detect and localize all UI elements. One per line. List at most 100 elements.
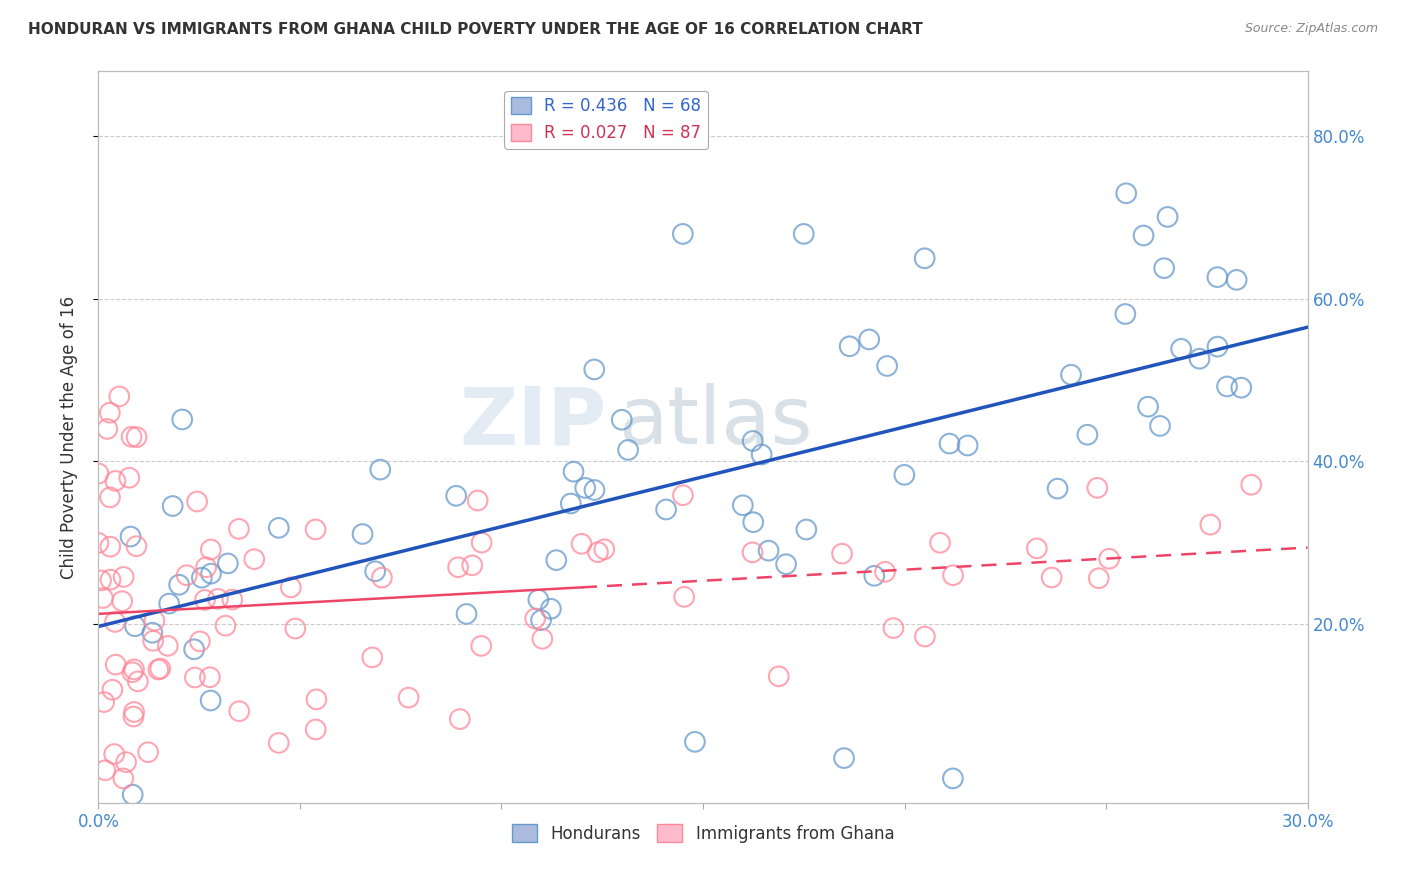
Point (768, 669, 790, 683)
Point (471, 535, 494, 549)
Point (87, 467, 110, 481)
Point (683, 735, 706, 749)
Point (571, 537, 593, 551)
Point (942, 568, 965, 582)
Point (124, 619, 146, 633)
Point (1114, 307, 1136, 321)
Point (115, 755, 138, 769)
Point (228, 522, 250, 536)
Point (217, 557, 239, 571)
Point (586, 545, 609, 559)
Point (741, 545, 763, 559)
Point (531, 632, 554, 646)
Point (361, 650, 384, 665)
Point (929, 535, 952, 549)
Point (447, 560, 470, 574)
Point (214, 618, 236, 632)
Point (194, 593, 217, 607)
Point (98, 406, 121, 420)
Legend: Hondurans, Immigrants from Ghana: Hondurans, Immigrants from Ghana (505, 818, 901, 849)
Point (167, 578, 190, 592)
Point (96, 422, 118, 436)
Point (562, 465, 585, 479)
Point (1040, 570, 1063, 584)
Point (100, 573, 122, 587)
Point (530, 613, 553, 627)
Point (1137, 400, 1160, 414)
Point (172, 412, 194, 426)
Point (938, 436, 960, 450)
Point (141, 625, 163, 640)
Point (467, 493, 489, 508)
Point (1216, 379, 1239, 393)
Point (143, 614, 166, 628)
Point (184, 671, 207, 685)
Point (101, 682, 124, 697)
Point (364, 564, 387, 578)
Point (775, 558, 797, 572)
Point (893, 467, 915, 482)
Point (1240, 477, 1263, 491)
Point (398, 690, 420, 705)
Point (104, 474, 127, 488)
Point (1170, 342, 1192, 356)
Point (758, 543, 780, 558)
Point (228, 704, 250, 718)
Point (162, 499, 184, 513)
Point (838, 339, 860, 353)
Point (1206, 270, 1229, 285)
Point (942, 772, 965, 786)
Point (751, 448, 773, 462)
Point (186, 494, 208, 508)
Point (122, 662, 145, 676)
Point (1085, 481, 1108, 495)
Point (195, 560, 218, 574)
Point (583, 483, 606, 497)
Point (188, 634, 211, 648)
Point (1115, 186, 1137, 201)
Point (1098, 551, 1121, 566)
Point (863, 569, 886, 583)
Point (1076, 427, 1098, 442)
Point (672, 488, 695, 502)
Point (122, 709, 145, 723)
Point (103, 747, 125, 761)
Point (207, 591, 229, 606)
Point (444, 489, 467, 503)
Point (914, 630, 936, 644)
Point (191, 571, 214, 585)
Point (280, 581, 302, 595)
Point (1230, 381, 1253, 395)
Point (136, 745, 159, 759)
Point (176, 568, 198, 582)
Point (94, 764, 117, 778)
Point (1132, 228, 1154, 243)
Point (157, 597, 180, 611)
Point (111, 594, 134, 608)
Point (125, 430, 148, 444)
Point (93, 695, 115, 709)
Point (221, 592, 243, 607)
Point (122, 705, 145, 719)
Text: atlas: atlas (619, 384, 813, 461)
Point (914, 252, 936, 266)
Point (371, 571, 394, 585)
Point (560, 496, 582, 510)
Point (741, 434, 763, 448)
Point (149, 662, 172, 676)
Point (793, 227, 815, 241)
Point (125, 539, 148, 553)
Point (98, 491, 121, 505)
Point (593, 542, 616, 557)
Point (305, 723, 328, 737)
Point (267, 736, 290, 750)
Point (148, 663, 170, 677)
Point (91, 591, 114, 605)
Point (200, 542, 222, 557)
Text: ZIP: ZIP (458, 384, 606, 461)
Point (1206, 340, 1229, 354)
Point (527, 592, 550, 607)
Point (127, 674, 149, 689)
Point (461, 558, 484, 573)
Point (673, 590, 696, 604)
